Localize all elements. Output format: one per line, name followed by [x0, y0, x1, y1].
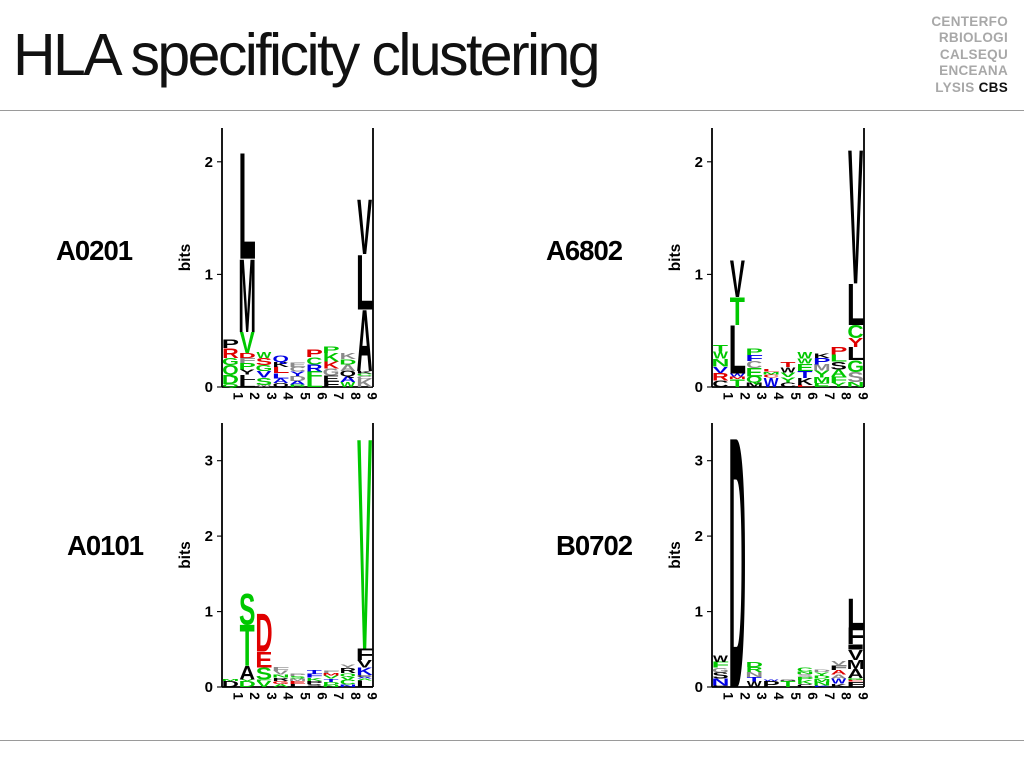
svg-text:W: W: [713, 653, 729, 664]
svg-text:0: 0: [205, 679, 213, 696]
svg-text:T: T: [713, 343, 729, 353]
svg-text:9: 9: [856, 392, 871, 400]
svg-text:bits: bits: [177, 244, 194, 272]
svg-text:Y: Y: [340, 663, 355, 669]
svg-text:4: 4: [281, 692, 296, 700]
svg-text:L: L: [847, 589, 864, 637]
svg-text:1: 1: [230, 692, 245, 700]
svg-text:2: 2: [695, 528, 703, 545]
svg-text:V: V: [848, 111, 863, 326]
svg-text:5: 5: [788, 692, 803, 700]
svg-text:0: 0: [205, 379, 213, 396]
svg-text:6: 6: [314, 692, 329, 700]
svg-text:1: 1: [695, 604, 703, 621]
svg-text:1: 1: [695, 266, 703, 283]
svg-text:W: W: [764, 679, 779, 681]
svg-text:T: T: [780, 361, 795, 369]
svg-text:4: 4: [771, 692, 786, 700]
svg-text:2: 2: [247, 692, 262, 700]
svg-text:S: S: [239, 585, 255, 634]
svg-text:4: 4: [281, 392, 296, 400]
svg-text:M: M: [222, 679, 240, 682]
svg-text:D: D: [746, 660, 764, 668]
svg-text:bits: bits: [667, 541, 684, 569]
svg-text:V: V: [730, 249, 745, 309]
svg-text:7: 7: [331, 392, 346, 400]
svg-text:D: D: [813, 669, 830, 673]
svg-text:6: 6: [805, 392, 820, 400]
svg-text:V: V: [357, 376, 372, 713]
svg-text:Q: Q: [273, 354, 290, 364]
svg-text:2: 2: [205, 528, 213, 545]
svg-text:3: 3: [695, 453, 703, 470]
svg-text:E: E: [289, 361, 306, 368]
svg-text:F: F: [322, 670, 340, 674]
svg-text:C: C: [797, 667, 813, 673]
svg-text:W: W: [797, 350, 813, 360]
svg-text:3: 3: [264, 692, 279, 700]
svg-text:F: F: [272, 667, 290, 673]
svg-text:1: 1: [205, 266, 213, 283]
svg-text:D: D: [255, 602, 272, 663]
svg-text:P: P: [306, 348, 323, 360]
svg-text:D: D: [729, 362, 746, 764]
svg-text:V: V: [357, 185, 372, 272]
svg-text:bits: bits: [667, 244, 684, 272]
svg-text:V: V: [831, 661, 846, 667]
svg-text:G: G: [780, 679, 797, 681]
svg-text:L: L: [762, 368, 779, 372]
svg-text:2: 2: [205, 154, 213, 171]
svg-text:P: P: [746, 347, 763, 357]
svg-text:3: 3: [205, 453, 213, 470]
svg-text:3: 3: [264, 392, 279, 400]
svg-text:7: 7: [822, 392, 837, 400]
svg-text:P: P: [322, 345, 339, 356]
svg-text:P: P: [830, 345, 847, 357]
svg-text:8: 8: [839, 392, 854, 400]
svg-text:3: 3: [754, 392, 769, 400]
svg-text:T: T: [307, 669, 322, 675]
svg-text:5: 5: [788, 392, 803, 400]
svg-text:K: K: [814, 352, 832, 360]
svg-text:8: 8: [839, 692, 854, 700]
svg-text:6: 6: [805, 692, 820, 700]
svg-text:0: 0: [695, 379, 703, 396]
svg-text:2: 2: [247, 392, 262, 400]
svg-text:4: 4: [771, 392, 786, 400]
svg-text:7: 7: [822, 692, 837, 700]
svg-text:5: 5: [298, 692, 313, 700]
svg-text:5: 5: [298, 392, 313, 400]
svg-text:P: P: [222, 338, 239, 351]
svg-text:K: K: [340, 351, 357, 361]
svg-text:2: 2: [695, 154, 703, 171]
svg-text:P: P: [289, 673, 306, 677]
svg-text:L: L: [238, 122, 255, 292]
svg-text:W: W: [257, 351, 272, 360]
svg-text:3: 3: [754, 692, 769, 700]
svg-text:bits: bits: [177, 541, 194, 569]
svg-text:1: 1: [230, 392, 245, 400]
svg-text:1: 1: [205, 604, 213, 621]
svg-text:7: 7: [331, 692, 346, 700]
svg-text:0: 0: [695, 679, 703, 696]
svg-text:6: 6: [314, 392, 329, 400]
svg-text:9: 9: [856, 692, 871, 700]
